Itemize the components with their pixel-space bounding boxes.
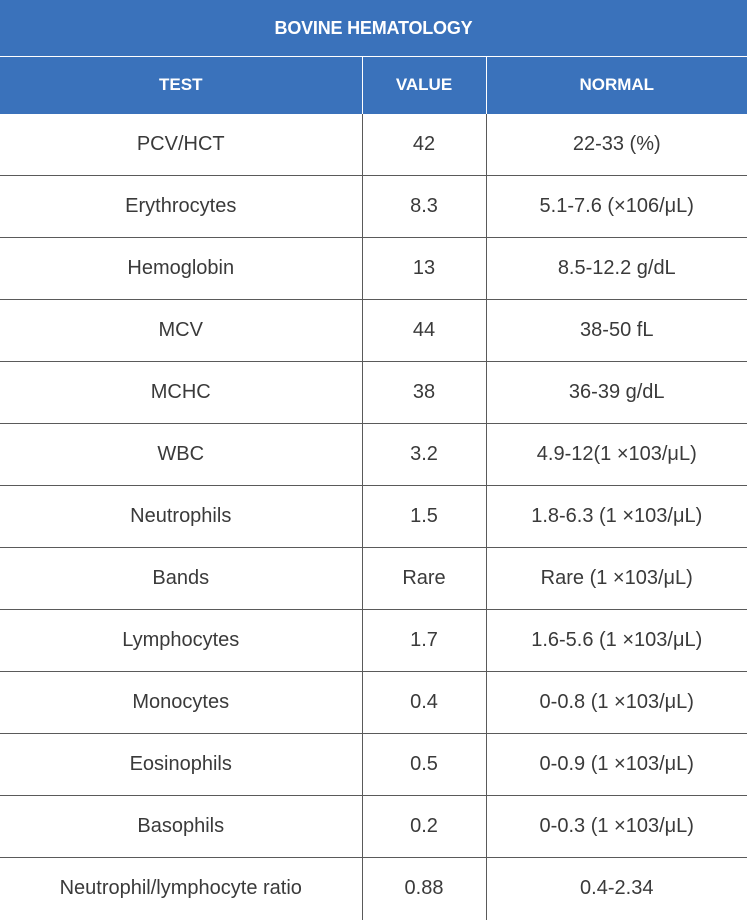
cell-value: 38 [361, 361, 486, 424]
cell-normal: 0.4-2.34 [485, 857, 747, 920]
cell-test: PCV/HCT [0, 113, 362, 176]
cell-value: 0.88 [361, 857, 486, 920]
cell-value: 1.5 [361, 485, 486, 548]
cell-test: Lymphocytes [0, 609, 362, 672]
table-body: PCV/HCT 42 22-33 (%) Erythrocytes 8.3 5.1-7.6… [0, 113, 747, 920]
table-row: Hemoglobin 13 8.5-12.2 g/dL [0, 237, 747, 300]
cell-test: Basophils [0, 795, 362, 858]
column-header-value: VALUE [361, 56, 486, 114]
cell-test: MCV [0, 299, 362, 362]
cell-value: 0.4 [361, 671, 486, 734]
cell-value: 42 [361, 113, 486, 176]
table-row: Erythrocytes 8.3 5.1-7.6 (×106/μL) [0, 175, 747, 238]
table-row: Neutrophils 1.5 1.8-6.3 (1 ×103/μL) [0, 485, 747, 548]
table-row: Basophils 0.2 0-0.3 (1 ×103/μL) [0, 795, 747, 858]
table-title: BOVINE HEMATOLOGY [0, 0, 747, 56]
cell-value: 0.5 [361, 733, 486, 796]
cell-value: 3.2 [361, 423, 486, 486]
hematology-table: TEST VALUE NORMAL PCV/HCT 42 22-33 (%) Eryt… [0, 56, 747, 920]
cell-value: 1.7 [361, 609, 486, 672]
cell-normal: 22-33 (%) [485, 113, 747, 176]
column-header-normal: NORMAL [485, 56, 747, 114]
cell-normal: 0-0.3 (1 ×103/μL) [485, 795, 747, 858]
cell-normal: Rare (1 ×103/μL) [485, 547, 747, 610]
table-row: Neutrophil/lymphocyte ratio 0.88 0.4-2.34 [0, 857, 747, 920]
cell-test: Monocytes [0, 671, 362, 734]
cell-normal: 1.8-6.3 (1 ×103/μL) [485, 485, 747, 548]
table-row: Eosinophils 0.5 0-0.9 (1 ×103/μL) [0, 733, 747, 796]
table-row: MCV 44 38-50 fL [0, 299, 747, 362]
cell-test: MCHC [0, 361, 362, 424]
cell-normal: 0-0.9 (1 ×103/μL) [485, 733, 747, 796]
cell-value: 13 [361, 237, 486, 300]
column-header-test: TEST [0, 56, 362, 114]
cell-normal: 36-39 g/dL [485, 361, 747, 424]
cell-test: WBC [0, 423, 362, 486]
cell-value: 44 [361, 299, 486, 362]
cell-normal: 8.5-12.2 g/dL [485, 237, 747, 300]
cell-value: 0.2 [361, 795, 486, 858]
cell-normal: 1.6-5.6 (1 ×103/μL) [485, 609, 747, 672]
cell-normal: 38-50 fL [485, 299, 747, 362]
cell-test: Bands [0, 547, 362, 610]
header-row: TEST VALUE NORMAL [0, 56, 747, 114]
cell-test: Erythrocytes [0, 175, 362, 238]
cell-normal: 0-0.8 (1 ×103/μL) [485, 671, 747, 734]
cell-test: Neutrophils [0, 485, 362, 548]
table-row: WBC 3.2 4.9-12(1 ×103/μL) [0, 423, 747, 486]
table-header: TEST VALUE NORMAL [0, 56, 747, 114]
cell-test: Hemoglobin [0, 237, 362, 300]
cell-normal: 4.9-12(1 ×103/μL) [485, 423, 747, 486]
table-row: Lymphocytes 1.7 1.6-5.6 (1 ×103/μL) [0, 609, 747, 672]
cell-normal: 5.1-7.6 (×106/μL) [485, 175, 747, 238]
table-row: Monocytes 0.4 0-0.8 (1 ×103/μL) [0, 671, 747, 734]
cell-value: 8.3 [361, 175, 486, 238]
table-row: Bands Rare Rare (1 ×103/μL) [0, 547, 747, 610]
cell-test: Eosinophils [0, 733, 362, 796]
table-row: PCV/HCT 42 22-33 (%) [0, 113, 747, 176]
cell-value: Rare [361, 547, 486, 610]
cell-test: Neutrophil/lymphocyte ratio [59, 877, 302, 900]
table-row: MCHC 38 36-39 g/dL [0, 361, 747, 424]
